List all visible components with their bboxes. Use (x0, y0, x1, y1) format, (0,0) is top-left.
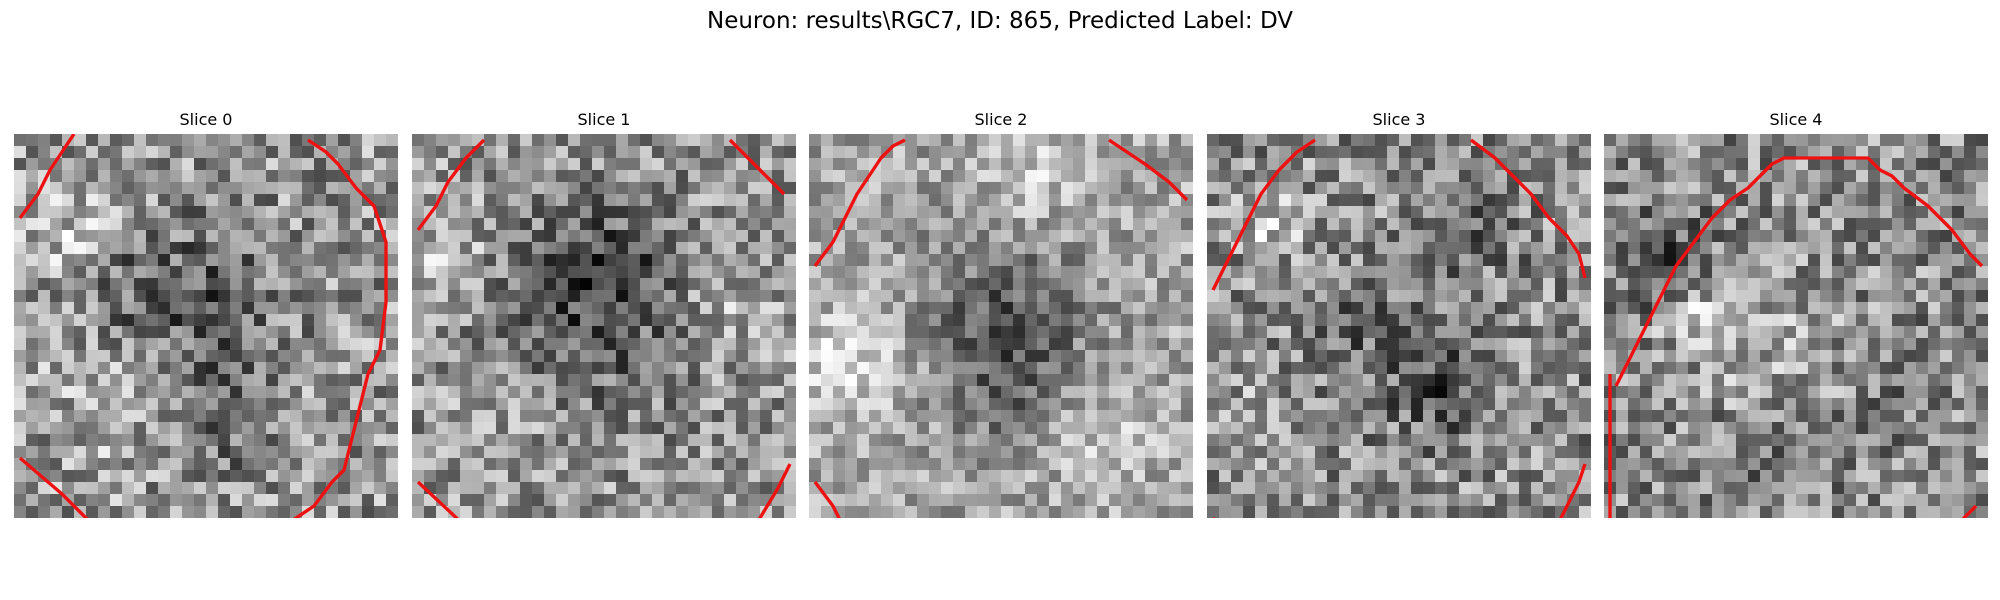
slice-panel-3: Slice 3 (1207, 110, 1591, 518)
contour-line (813, 138, 906, 268)
contour-line (813, 480, 841, 518)
contour-line (1608, 374, 1612, 518)
contour-line (1108, 138, 1189, 202)
contour-line (416, 138, 486, 232)
contour-line (757, 463, 792, 518)
slice-panel-4: Slice 4 (1604, 110, 1988, 518)
slice-panel-1: Slice 1 (412, 110, 796, 518)
slice-image (809, 134, 1193, 518)
slice-image (412, 134, 796, 518)
contour-line (18, 134, 76, 220)
figure-title: Neuron: results\RGC7, ID: 865, Predicted… (706, 8, 1294, 34)
slice-panel-0: Slice 0 (14, 110, 398, 518)
slice-title: Slice 2 (974, 110, 1028, 129)
contour-line (416, 480, 460, 518)
contour-line (728, 138, 786, 196)
contour-line (1559, 463, 1587, 518)
contour-line (1614, 156, 1984, 387)
slice-title: Slice 3 (1372, 110, 1426, 129)
slice-image (1207, 134, 1591, 518)
slice-title: Slice 0 (179, 110, 233, 129)
slice-title: Slice 4 (1769, 110, 1823, 129)
slice-image (14, 134, 398, 518)
contour-line (18, 138, 388, 518)
slice-image (1604, 134, 1988, 518)
slice-title: Slice 1 (577, 110, 631, 129)
slice-panel-2: Slice 2 (809, 110, 1193, 518)
contour-line (1469, 138, 1587, 279)
contour-line (1961, 504, 1978, 518)
contour-line (1211, 138, 1316, 291)
